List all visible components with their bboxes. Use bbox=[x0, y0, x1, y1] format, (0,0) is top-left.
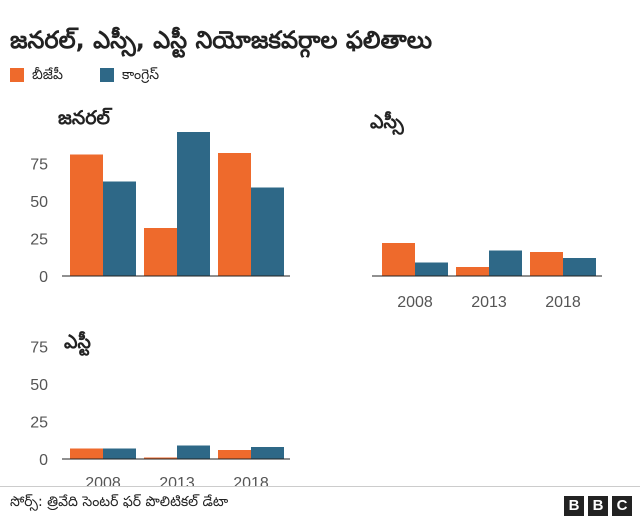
bbc-logo: B B C bbox=[564, 496, 632, 518]
x-tick-label: 2018 bbox=[233, 475, 269, 486]
bar bbox=[103, 448, 136, 459]
panel-title: ఎస్టీ bbox=[64, 331, 92, 356]
legend-label-bjp: బీజేపీ bbox=[32, 67, 63, 83]
legend-label-congress: కాంగ్రెస్ bbox=[122, 67, 160, 83]
bar bbox=[251, 447, 284, 459]
bar bbox=[218, 450, 251, 459]
y-tick-label: 50 bbox=[30, 377, 48, 394]
panel-title: ఎస్సీ bbox=[370, 111, 405, 135]
chart-title: జనరల్, ఎస్సీ, ఎస్టీ నియోజకవర్గాల ఫలితాలు bbox=[10, 26, 433, 54]
x-tick-label: 2008 bbox=[85, 475, 121, 486]
bbc-logo-letter: B bbox=[588, 496, 608, 516]
y-tick-label: 0 bbox=[39, 269, 48, 286]
y-tick-label: 75 bbox=[30, 157, 48, 174]
bar bbox=[382, 243, 415, 276]
y-tick-label: 50 bbox=[30, 194, 48, 211]
bar bbox=[456, 267, 489, 276]
bar bbox=[489, 250, 522, 276]
charts-canvas: జనరల్ 0 25 50 75 ఎస్సీ 2008 2013 2018 ఎస్టీ 0 25 50 7… bbox=[30, 107, 602, 486]
y-tick-label: 25 bbox=[30, 415, 48, 432]
bar bbox=[144, 457, 177, 459]
bar bbox=[563, 258, 596, 276]
bar bbox=[103, 181, 136, 276]
footer-divider bbox=[0, 486, 640, 487]
x-tick-label: 2018 bbox=[545, 294, 581, 311]
legend-swatch-congress bbox=[100, 68, 114, 82]
x-tick-label: 2013 bbox=[471, 294, 507, 311]
y-tick-label: 75 bbox=[30, 340, 48, 357]
bbc-logo-letter: B bbox=[564, 496, 584, 516]
panel-title: జనరల్ bbox=[58, 107, 112, 129]
legend-swatch-bjp bbox=[10, 68, 24, 82]
bar bbox=[530, 252, 563, 276]
bar bbox=[144, 228, 177, 276]
bar bbox=[218, 153, 251, 276]
bar bbox=[177, 445, 210, 459]
bar bbox=[415, 262, 448, 276]
y-tick-label: 25 bbox=[30, 232, 48, 249]
bar bbox=[70, 448, 103, 459]
bbc-logo-letter: C bbox=[612, 496, 632, 516]
x-tick-label: 2008 bbox=[397, 294, 433, 311]
y-tick-label: 0 bbox=[39, 452, 48, 469]
bar bbox=[251, 187, 284, 276]
source-note: సోర్స్: త్రివేది సెంటర్ ఫర్ పొలిటికల్ డే… bbox=[10, 494, 229, 510]
bar bbox=[70, 154, 103, 276]
bar bbox=[177, 132, 210, 276]
x-tick-label: 2013 bbox=[159, 475, 195, 486]
